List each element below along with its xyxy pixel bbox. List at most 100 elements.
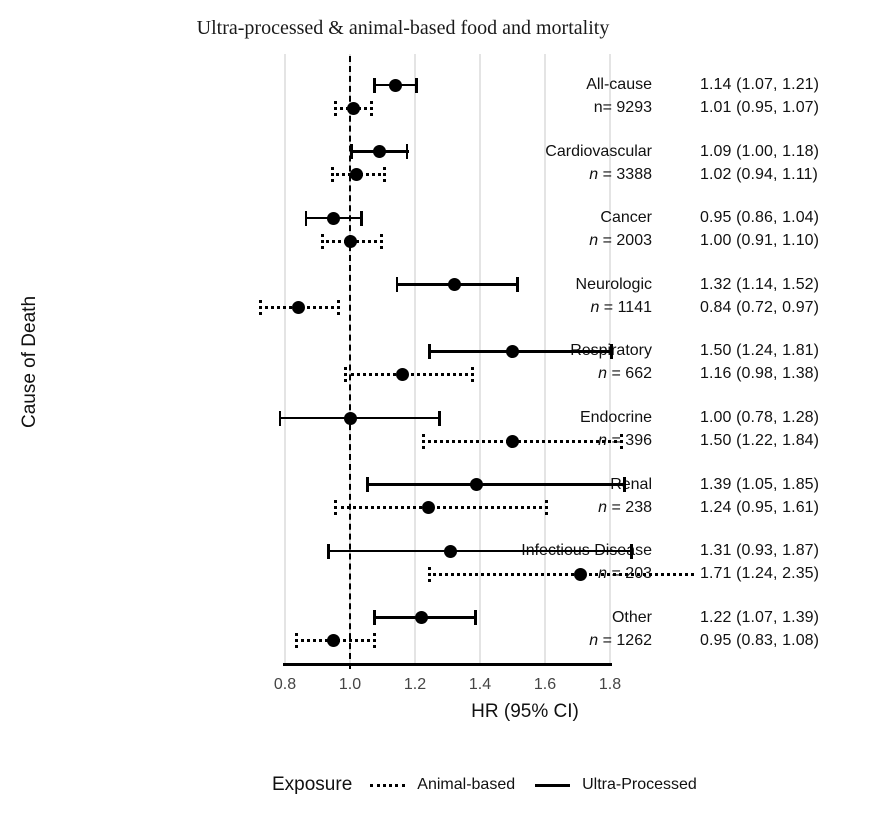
hr-ci-value-ultra-processed: 1.32 (1.14, 1.52) [700,275,820,293]
ultra-processed-point-estimate [372,145,386,159]
ultra-processed-point-estimate [470,478,484,492]
ultra-processed-ci-cap-left [278,410,282,426]
ultra-processed-point-estimate [444,544,458,558]
x-tick-label: 1.6 [533,676,557,693]
solid-line-sample-icon [535,783,571,787]
hr-ci-value-ultra-processed: 1.39 (1.05, 1.85) [700,475,820,493]
gridline [544,54,546,663]
ultra-processed-ci-cap-right [623,477,627,493]
animal-based-ci-cap-left [343,366,347,382]
ultra-processed-ci-line [278,416,441,420]
y-axis-title: Cause of Death [19,295,40,429]
n-count-label: n = 238 [598,498,652,516]
hr-ci-value-animal-based: 1.50 (1.22, 1.84) [700,432,820,449]
ultra-processed-ci-cap-left [366,477,370,493]
ultra-processed-ci-cap-right [473,610,477,626]
gridline [284,54,286,663]
gridline [479,54,481,663]
hr-ci-value-ultra-processed: 0.95 (0.86, 1.04) [700,209,820,227]
n-variable: n [589,631,599,649]
ultra-processed-ci-cap-left [372,610,376,626]
legend: Exposure Animal-based Ultra-Processed [272,774,717,796]
animal-based-point-estimate [327,634,341,648]
legend-title: Exposure [272,774,353,795]
hr-ci-value-animal-based: 0.95 (0.83, 1.08) [700,631,820,649]
ultra-processed-point-estimate [343,411,357,425]
hr-ci-value-animal-based: 1.02 (0.94, 1.11) [700,165,818,183]
dotted-line-sample-icon [370,783,406,787]
hr-ci-value-animal-based: 1.71 (1.24, 2.35) [700,565,820,583]
animal-based-ci-cap-right [620,433,623,449]
n-count-label: n = 1141 [590,298,652,316]
animal-based-ci-cap-right [379,233,383,249]
ultra-processed-ci-cap-left [304,210,308,226]
animal-based-point-estimate [421,501,435,515]
n-count-label: n = 2003 [589,232,652,250]
animal-based-ci-cap-left [421,433,425,449]
n-variable: n [589,165,599,183]
animal-based-ci-cap-right [470,366,474,382]
ultra-processed-ci-cap-right [516,277,519,293]
ultra-processed-ci-cap-left [395,277,399,293]
ultra-processed-ci-cap-right [405,144,409,160]
cause-label: Cardiovascular [545,142,652,160]
animal-based-ci-cap-left [320,233,324,249]
animal-based-point-estimate [574,567,588,581]
animal-based-ci-line [343,372,474,376]
animal-based-ci-cap-right [382,167,386,183]
cause-label: Cancer [600,209,652,227]
ultra-processed-ci-line [366,483,627,486]
animal-based-ci-cap-left [428,566,431,582]
ultra-processed-ci-cap-left [428,343,431,359]
legend-item: Animal-based [370,776,515,794]
cause-label: All-cause [586,76,652,93]
ultra-processed-ci-cap-right [438,410,441,426]
hr-ci-value-ultra-processed: 1.22 (1.07, 1.39) [700,608,820,626]
legend-item: Ultra-Processed [535,776,697,794]
animal-based-ci-cap-right [373,633,376,649]
x-tick-label: 1.8 [598,676,622,693]
ultra-processed-ci-line [428,349,614,353]
n-count-label: n = 662 [598,365,652,383]
legend-item-label: Ultra-Processed [582,776,697,793]
ultra-processed-ci-cap-left [372,77,376,93]
hr-ci-value-animal-based: 1.16 (0.98, 1.38) [700,365,820,383]
x-tick-label: 0.8 [273,676,297,693]
animal-based-ci-cap-left [333,100,337,116]
ultra-processed-point-estimate [415,611,428,625]
animal-based-point-estimate [291,301,305,315]
ultra-processed-point-estimate [327,211,341,225]
chart-title: Ultra-processed & animal-based food and … [196,17,610,39]
ultra-processed-ci-cap-right [415,77,419,93]
gridline [414,54,416,663]
n-count-label: n = 1262 [589,631,652,649]
cause-label: Endocrine [579,409,652,426]
ultra-processed-ci-cap-right [629,543,633,559]
x-axis-title: HR (95% CI) [471,701,579,722]
hr-ci-value-ultra-processed: 1.00 (0.78, 1.28) [700,409,820,426]
cause-label: Neurologic [575,275,652,293]
animal-based-ci-cap-left [333,500,337,516]
cause-label: Renal [610,475,652,493]
gridline [609,54,611,663]
animal-based-point-estimate [395,367,409,381]
animal-based-ci-cap-left [330,167,334,183]
animal-based-ci-line [428,572,694,576]
n-variable: n [590,298,600,316]
animal-based-ci-cap-right [337,300,341,316]
cause-label: Other [611,608,652,626]
ultra-processed-point-estimate [506,344,519,358]
ultra-processed-ci-cap-left [327,543,331,559]
hr-ci-value-animal-based: 1.24 (0.95, 1.61) [700,498,820,516]
x-tick-label: 1.0 [338,676,362,693]
hr-ci-value-ultra-processed: 1.09 (1.00, 1.18) [700,142,820,160]
ultra-processed-ci-cap-left [350,144,353,160]
hr-ci-value-ultra-processed: 1.50 (1.24, 1.81) [700,342,820,360]
animal-based-ci-line [333,506,549,510]
animal-based-ci-cap-right [369,100,373,116]
x-axis-line [283,663,612,666]
hr-ci-value-ultra-processed: 1.31 (0.93, 1.87) [700,542,820,560]
animal-based-point-estimate [346,101,360,115]
ultra-processed-ci-line [327,549,633,553]
x-tick-label: 1.2 [403,676,427,693]
